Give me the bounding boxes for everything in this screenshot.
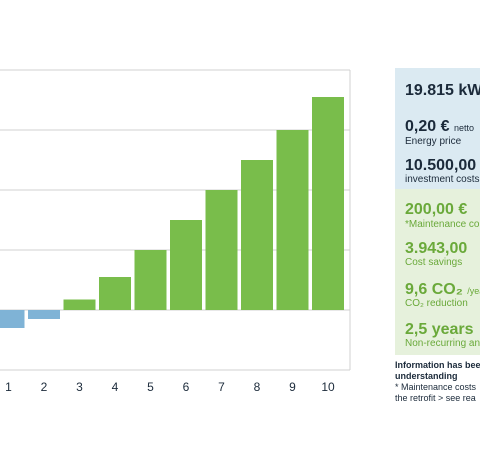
x-tick-6: 6	[183, 380, 190, 394]
bar-8	[241, 160, 273, 310]
bar-2	[28, 310, 60, 319]
card-investment-value: 10.500,00	[405, 157, 477, 174]
card-payback-value: 2,5 years	[405, 321, 474, 338]
x-tick-2: 2	[41, 380, 48, 394]
card-energy-price-label: Energy price	[405, 136, 462, 147]
card-energy-price: 0,20 € netto Energy price	[395, 109, 480, 150]
info-note: Information has bee understanding * Main…	[395, 360, 480, 404]
card-cost-savings-value: 3.943,00	[405, 240, 468, 257]
card-investment: 10.500,00 investment costs	[395, 150, 480, 189]
bars	[0, 97, 344, 328]
bar-10	[312, 97, 344, 310]
card-cost-savings: 3.943,00 Cost savings	[395, 235, 480, 275]
bar-5	[134, 250, 167, 310]
card-maintenance-label: *Maintenance co	[405, 219, 480, 230]
card-co2-value: 9,6 CO₂ /year	[405, 281, 480, 298]
bar-1	[0, 310, 25, 328]
card-maintenance-value: 200,00 €	[405, 201, 468, 218]
x-tick-9: 9	[289, 380, 296, 394]
card-maintenance: 200,00 € *Maintenance co	[395, 189, 480, 235]
x-tick-4: 4	[112, 380, 119, 394]
info-panel: 19.815 kW 0,20 € netto Energy price 10.5…	[395, 68, 480, 355]
bar-chart: 1 2 3 4 5 6 7 8 9 10	[0, 69, 351, 394]
x-tick-8: 8	[254, 380, 261, 394]
card-payback-label: Non-recurring an	[405, 338, 480, 349]
x-tick-10: 10	[321, 380, 335, 394]
card-power: 19.815 kW	[395, 68, 480, 109]
x-tick-7: 7	[218, 380, 225, 394]
note-line4: the retrofit > see rea	[395, 393, 476, 403]
note-title-line2: understanding	[395, 371, 458, 381]
bar-9	[276, 130, 309, 310]
card-payback: 2,5 years Non-recurring an	[395, 315, 480, 355]
x-tick-labels: 1 2 3 4 5 6 7 8 9 10	[5, 380, 335, 394]
card-power-value: 19.815 kW	[405, 82, 480, 99]
bar-6	[170, 220, 202, 310]
bar-7	[205, 190, 238, 310]
card-investment-label: investment costs	[405, 174, 480, 185]
card-co2-label: CO₂ reduction	[405, 298, 468, 309]
x-tick-1: 1	[5, 380, 12, 394]
x-tick-5: 5	[147, 380, 154, 394]
note-title-line1: Information has bee	[395, 360, 480, 370]
bar-3	[63, 299, 96, 310]
card-energy-price-value: 0,20 € netto	[405, 118, 474, 135]
card-cost-savings-label: Cost savings	[405, 257, 463, 268]
x-tick-3: 3	[76, 380, 83, 394]
card-co2: 9,6 CO₂ /year CO₂ reduction	[395, 275, 480, 315]
bar-4	[99, 277, 131, 310]
note-line3: * Maintenance costs	[395, 382, 477, 392]
